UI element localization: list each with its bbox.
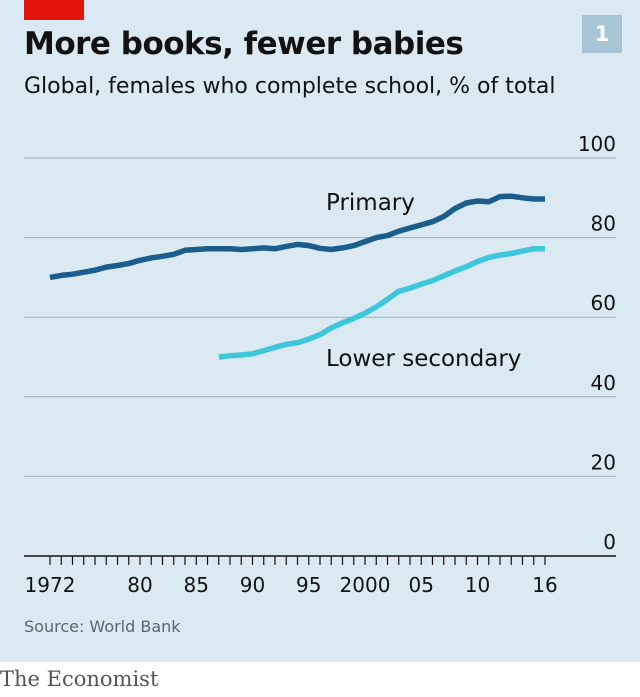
x-tick-label: 05 — [409, 573, 434, 597]
series-line-primary — [49, 193, 545, 281]
x-tick-label: 90 — [240, 573, 265, 597]
x-tick-label: 10 — [465, 573, 490, 597]
y-tick-label: 0 — [603, 530, 616, 554]
x-tick-label: 80 — [127, 573, 152, 597]
series-lines — [49, 193, 545, 360]
x-axis — [24, 555, 616, 565]
y-axis-tick-labels: 0 20 40 60 80 100 — [578, 132, 616, 554]
series-line-lower-secondary — [218, 245, 545, 360]
x-tick-label: 1972 — [25, 573, 76, 597]
y-tick-label: 40 — [591, 371, 616, 395]
x-tick-label: 85 — [184, 573, 209, 597]
chart-title: More books, fewer babies — [24, 26, 464, 62]
y-tick-label: 100 — [578, 132, 616, 156]
y-tick-label: 20 — [591, 450, 616, 474]
chart-subtitle: Global, females who complete school, % o… — [24, 74, 556, 99]
x-tick-label: 16 — [532, 573, 557, 597]
brand-logo-text: The Economist — [0, 667, 159, 691]
line-chart: 0 20 40 60 80 100 1972 80 85 90 95 2000 05 10 16 Prim… — [24, 132, 616, 597]
grid-lines — [24, 157, 616, 477]
chart-number-badge: 1 — [582, 15, 622, 53]
y-tick-label: 60 — [591, 291, 616, 315]
series-label-lower-secondary: Lower secondary — [326, 346, 521, 372]
y-tick-label: 80 — [591, 212, 616, 236]
x-axis-tick-labels: 1972 80 85 90 95 2000 05 10 16 — [25, 573, 558, 597]
series-labels: Primary Lower secondary — [326, 190, 521, 372]
chart-figure: More books, fewer babies Global, females… — [0, 0, 640, 662]
x-tick-label: 95 — [296, 573, 321, 597]
x-tick-label: 2000 — [340, 573, 391, 597]
source-note: Source: World Bank — [24, 617, 181, 636]
red-tag-decoration — [24, 0, 84, 20]
series-label-primary: Primary — [326, 190, 415, 216]
